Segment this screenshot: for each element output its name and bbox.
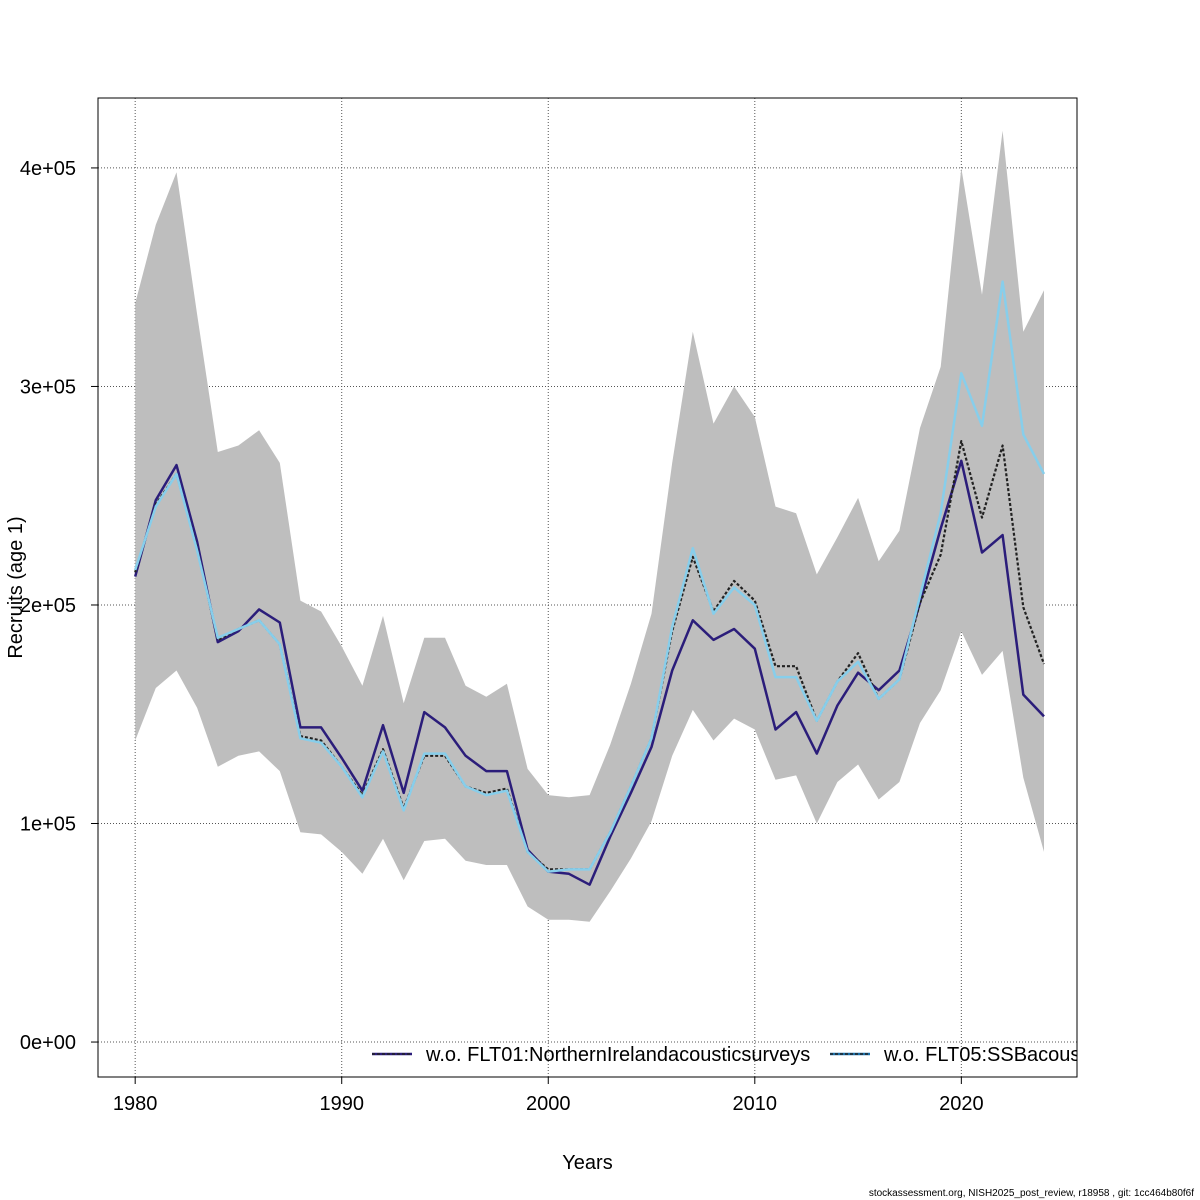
y-tick-label-0: 0e+00 [20, 1032, 76, 1054]
legend: w.o. FLT01:NorthernIrelandacousticsurvey… [372, 1044, 1080, 1066]
series-layer [133, 280, 1046, 886]
confidence-band-layer [135, 130, 1044, 922]
y-tick-label-2: 2e+05 [20, 595, 76, 617]
x-axis-title: Years [562, 1152, 612, 1174]
series-line-2 [134, 280, 1046, 873]
y-tick-label-3: 3e+05 [20, 376, 76, 398]
x-tick-label-3: 2010 [733, 1093, 778, 1115]
y-axis-title: Recruits (age 1) [5, 516, 27, 658]
y-tick-label-4: 4e+05 [20, 158, 76, 180]
axes-layer: 1980 1990 2000 2010 2020 0e+00 1e+05 2e+05 3e+05… [20, 158, 984, 1115]
x-tick-label-0: 1980 [113, 1093, 158, 1115]
x-tick-label-4: 2020 [939, 1093, 984, 1115]
legend-label-1: w.o. FLT05:SSBacous [883, 1044, 1080, 1066]
x-tick-label-2: 2000 [526, 1093, 571, 1115]
series-line-0 [133, 459, 1045, 886]
footer-credit: stockassessment.org, NISH2025_post_revie… [869, 1188, 1194, 1199]
legend-label-0: w.o. FLT01:NorthernIrelandacousticsurvey… [425, 1044, 810, 1066]
y-tick-label-1: 1e+05 [20, 814, 76, 836]
x-tick-label-1: 1990 [319, 1093, 364, 1115]
plot-frame [97, 97, 1078, 1078]
confidence-band [135, 130, 1044, 922]
